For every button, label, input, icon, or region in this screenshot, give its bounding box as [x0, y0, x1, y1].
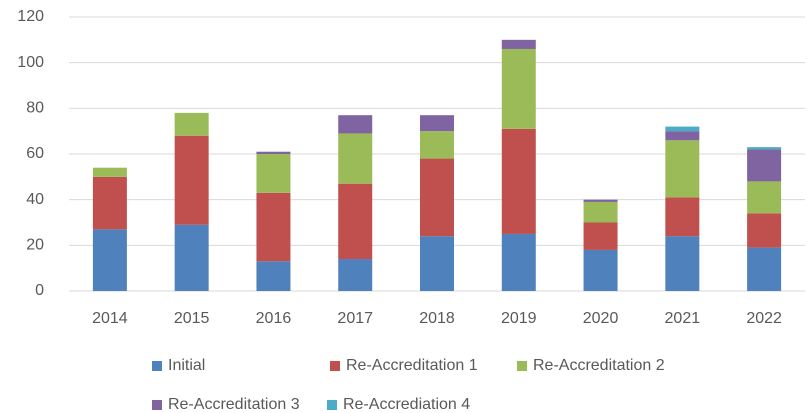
legend-label: Re-Accrediation 4: [343, 396, 470, 413]
bar-segment: [338, 115, 373, 134]
bar-segment: [747, 247, 782, 291]
bar-segment: [92, 176, 127, 230]
bar-segment: [747, 181, 782, 214]
bar-segment: [338, 133, 373, 184]
y-tick-label: 20: [26, 237, 44, 254]
bar-segment: [174, 135, 209, 225]
x-tick-label: 2014: [92, 310, 128, 327]
bar-segment: [665, 131, 700, 141]
legend-label: Re-Accreditation 2: [533, 357, 665, 374]
y-tick-label: 60: [26, 145, 44, 162]
y-tick-label: 0: [35, 282, 44, 299]
bar-segment: [583, 199, 618, 202]
y-tick-label: 40: [26, 191, 44, 208]
bar-segment: [420, 131, 454, 159]
bar-segment: [256, 192, 291, 262]
y-tick-label: 100: [17, 54, 44, 71]
bar-segment: [501, 48, 536, 129]
bar-segment: [747, 149, 782, 182]
bar-segment: [665, 197, 700, 237]
bar-segment: [665, 140, 700, 198]
bar-segment: [174, 224, 209, 291]
bar-segment: [256, 261, 291, 291]
legend-label: Re-Accreditation 3: [168, 396, 300, 413]
y-tick-label: 80: [26, 100, 44, 117]
x-tick-label: 2021: [665, 310, 701, 327]
bar-segment: [747, 147, 782, 150]
bar-segment: [747, 213, 782, 248]
legend-swatch: [152, 400, 162, 410]
legend-swatch: [517, 361, 527, 371]
x-tick-label: 2019: [501, 310, 537, 327]
legend-swatch: [330, 361, 340, 371]
bar-segment: [501, 39, 536, 49]
bar-segment: [501, 233, 536, 291]
legend-label: Re-Accreditation 1: [346, 357, 478, 374]
bar-segment: [583, 201, 618, 223]
bar-segment: [665, 236, 700, 291]
legend-swatch: [327, 400, 337, 410]
y-tick-label: 120: [17, 8, 44, 25]
bar-segment: [338, 259, 373, 291]
bar-segment: [501, 128, 536, 234]
bar-segment: [583, 222, 618, 250]
bar-segment: [338, 183, 373, 260]
bar-segment: [256, 154, 291, 193]
legend-swatch: [152, 361, 162, 371]
bar-segment: [174, 112, 209, 136]
bar-segment: [92, 229, 127, 291]
bar-segment: [420, 236, 454, 291]
bar-segment: [420, 115, 454, 132]
bar-segment: [420, 158, 454, 237]
x-tick-label: 2016: [256, 310, 292, 327]
legend-label: Initial: [168, 357, 205, 374]
x-tick-label: 2022: [746, 310, 782, 327]
x-tick-label: 2018: [419, 310, 455, 327]
bar-segment: [583, 249, 618, 291]
x-tick-label: 2017: [337, 310, 373, 327]
bar-segment: [256, 151, 291, 154]
x-tick-label: 2015: [174, 310, 210, 327]
bar-segment: [92, 167, 127, 177]
x-tick-label: 2020: [583, 310, 619, 327]
bar-segment: [665, 126, 700, 132]
